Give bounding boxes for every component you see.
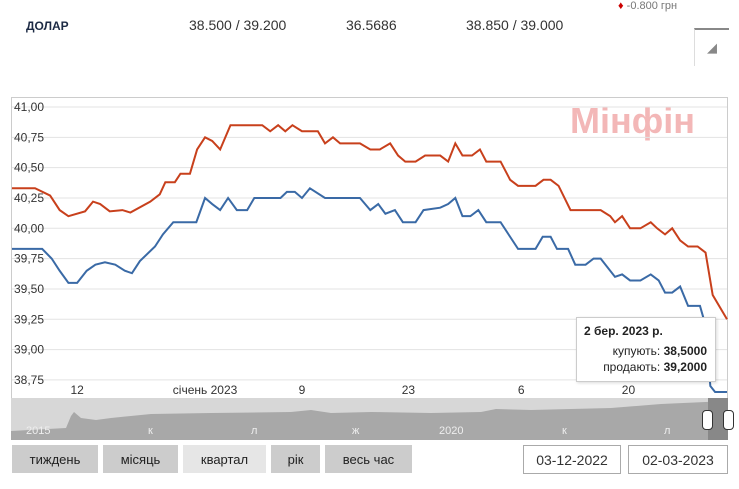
range-week-button[interactable]: тиждень	[12, 445, 98, 473]
range-month-button[interactable]: місяць	[103, 445, 178, 473]
x-tick-label: 23	[402, 383, 416, 397]
chart-frame	[11, 97, 728, 398]
nav-label: л	[251, 425, 258, 437]
cash-rate: 38.500 / 39.200	[189, 17, 287, 33]
interbank-rate: 38.850 / 39.000	[466, 17, 564, 33]
y-tick-label: 39,00	[14, 343, 44, 357]
chart-toggle-button[interactable]: ◢	[694, 28, 729, 66]
y-tick-label: 39,25	[14, 312, 44, 326]
nav-label: к	[562, 425, 567, 437]
y-tick-label: 40,00	[14, 221, 44, 235]
range-year-button[interactable]: рік	[271, 445, 320, 473]
range-quarter-button[interactable]: квартал	[183, 445, 266, 473]
navigator-handle-right[interactable]	[723, 410, 734, 430]
date-to-input[interactable]: 02-03-2023	[628, 445, 728, 474]
nav-label: 2020	[439, 425, 464, 437]
nav-label: ж	[352, 425, 360, 437]
tooltip-sell: продають: 39,2000	[603, 360, 707, 374]
tooltip-buy: купують: 38,5000	[612, 344, 707, 358]
series-line-buy	[12, 186, 727, 394]
x-tick-label: 9	[299, 383, 306, 397]
nav-label: л	[664, 425, 671, 437]
navigator-selection	[708, 398, 728, 440]
navigator[interactable]	[11, 398, 728, 440]
daily-change: ♦ -0.800 грн	[618, 0, 678, 12]
nbu-rate: 36.5686	[346, 17, 397, 33]
y-tick-label: 38,75	[14, 373, 44, 387]
range-all-button[interactable]: весь час	[325, 445, 412, 473]
y-tick-label: 41,00	[14, 100, 44, 114]
down-arrow-icon: ♦	[618, 0, 627, 12]
tooltip-date: 2 бер. 2023 р.	[584, 324, 663, 338]
x-tick-label: січень 2023	[173, 383, 238, 397]
navigator-handle-left[interactable]	[702, 410, 713, 430]
nav-label: к	[148, 425, 153, 437]
y-tick-label: 39,75	[14, 252, 44, 266]
y-tick-label: 39,50	[14, 282, 44, 296]
date-from-input[interactable]: 03-12-2022	[523, 445, 621, 474]
x-tick-label: 6	[518, 383, 525, 397]
y-tick-label: 40,75	[14, 130, 44, 144]
area-chart-icon: ◢	[707, 40, 717, 55]
y-tick-label: 40,50	[14, 161, 44, 175]
navigator-area	[11, 398, 728, 440]
tooltip: 2 бер. 2023 р. купують: 38,5000 продають…	[576, 317, 716, 382]
x-tick-label: 20	[622, 383, 636, 397]
nav-label: 2015	[26, 425, 51, 437]
currency-name[interactable]: ДОЛАР	[26, 19, 69, 33]
x-tick-label: 12	[70, 383, 84, 397]
series-line-sell	[12, 123, 728, 320]
y-tick-label: 40,25	[14, 191, 44, 205]
